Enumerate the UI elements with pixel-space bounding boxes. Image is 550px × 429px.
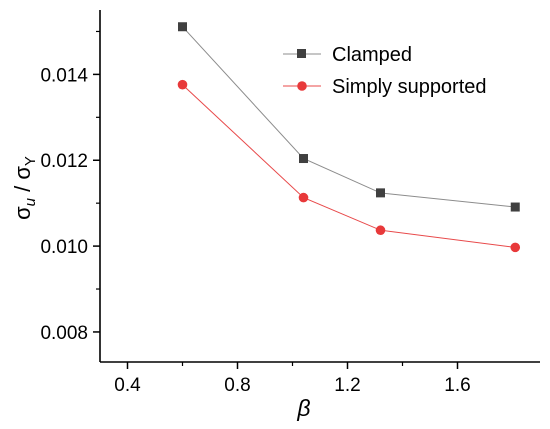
data-point-simply-supported [177,79,188,90]
y-axis-title-sigma-u: σ [10,206,35,220]
y-tick-label: 0.008 [40,323,88,344]
legend-marker-simply-supported [297,81,307,91]
series-line-clamped [182,26,516,208]
data-point-clamped [178,22,187,32]
data-point-clamped [299,154,308,164]
y-tick-label: 0.014 [40,65,88,86]
x-tick-label: 1.6 [444,375,470,396]
data-point-clamped [510,202,520,212]
data-point-simply-supported [510,242,521,253]
y-axis-title-sigma-y: σ [10,166,35,180]
plot-frame [99,10,540,363]
y-axis-ticks: 0.008 0.010 0.012 0.014 [40,30,100,344]
y-axis-title-sub-y: Y [22,156,39,166]
data-point-simply-supported [298,192,309,203]
data-point-simply-supported [375,225,386,236]
y-tick-label: 0.010 [40,237,88,258]
legend-label-simply-supported: Simply supported [332,76,487,98]
legend: Clamped Simply supported [283,44,487,98]
data-point-clamped [376,188,385,198]
y-tick-label: 0.012 [40,151,88,172]
x-axis-title: β [296,395,310,421]
x-tick-label: 0.8 [224,375,250,396]
x-tick-label: 1.2 [334,375,360,396]
series-layer [177,22,521,253]
y-axis-title-slash: / [10,180,35,198]
x-axis-ticks: 0.4 0.8 1.2 1.6 [114,362,471,396]
y-axis-title-sub-u: u [22,197,39,206]
x-tick-label: 0.4 [114,375,141,396]
legend-label-clamped: Clamped [332,44,412,66]
legend-marker-clamped [297,49,306,58]
series-line-simply-supported [182,84,516,248]
y-axis-title: σu / σY [10,156,39,220]
